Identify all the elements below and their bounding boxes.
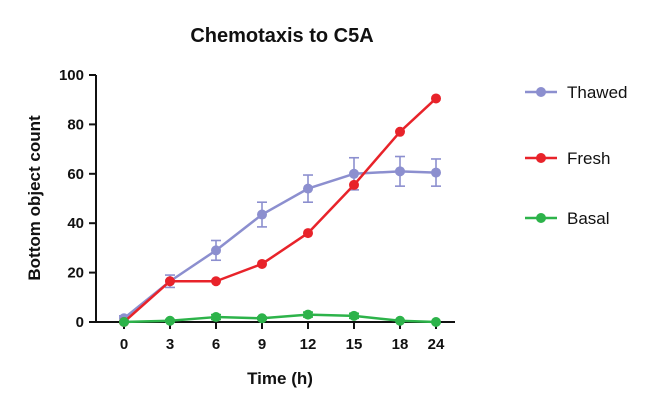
data-point xyxy=(303,228,313,239)
y-tick-label: 40 xyxy=(67,215,84,232)
y-tick-label: 20 xyxy=(67,265,84,282)
chart-title: Chemotaxis to C5A xyxy=(190,25,373,47)
data-point xyxy=(211,276,221,287)
x-tick-label: 9 xyxy=(258,336,266,353)
x-tick-label: 0 xyxy=(120,336,128,353)
data-point xyxy=(257,209,267,220)
y-ticks: 0 20 40 60 80 100 xyxy=(59,67,96,331)
data-point xyxy=(431,167,441,178)
data-point xyxy=(349,168,359,179)
data-point xyxy=(395,126,405,137)
axes xyxy=(95,75,455,323)
y-axis-label: Bottom object count xyxy=(25,115,44,281)
data-point xyxy=(165,276,175,287)
legend-label: Thawed xyxy=(567,83,627,102)
data-point xyxy=(165,315,175,326)
y-tick-label: 60 xyxy=(67,166,84,183)
x-tick-label: 6 xyxy=(212,336,220,353)
x-axis-label: Time (h) xyxy=(247,369,313,388)
data-point xyxy=(257,258,267,269)
x-ticks: 0 3 6 9 12 15 18 24 xyxy=(120,322,445,353)
legend-item-basal: Basal xyxy=(525,209,610,228)
data-point xyxy=(349,179,359,190)
legend-item-thawed: Thawed xyxy=(525,83,627,102)
legend-swatch-marker xyxy=(536,87,546,97)
data-point xyxy=(119,317,129,327)
data-point xyxy=(349,310,359,321)
legend-label: Basal xyxy=(567,209,610,228)
legend-label: Fresh xyxy=(567,149,610,168)
x-tick-label: 24 xyxy=(428,336,445,353)
data-point xyxy=(395,166,405,177)
x-tick-label: 3 xyxy=(166,336,174,353)
series-line xyxy=(123,97,437,323)
y-tick-label: 80 xyxy=(67,116,84,133)
legend: Thawed Fresh Basal xyxy=(525,83,627,228)
data-point xyxy=(211,245,221,256)
x-tick-label: 18 xyxy=(392,336,409,353)
data-point xyxy=(395,315,405,326)
x-tick-label: 15 xyxy=(346,336,363,353)
legend-swatch-marker xyxy=(536,153,546,163)
data-point xyxy=(303,183,313,194)
data-point xyxy=(257,313,267,324)
series-basal xyxy=(119,309,441,327)
series-line xyxy=(123,313,437,324)
series-fresh xyxy=(119,93,441,327)
data-point xyxy=(303,309,313,320)
y-tick-label: 100 xyxy=(59,67,84,84)
plot-area xyxy=(119,93,441,327)
data-point xyxy=(431,93,441,104)
y-tick-label: 0 xyxy=(76,314,84,331)
data-point xyxy=(211,312,221,323)
legend-item-fresh: Fresh xyxy=(525,149,610,168)
series-line xyxy=(123,170,437,320)
legend-swatch-marker xyxy=(536,213,546,223)
x-tick-label: 12 xyxy=(300,336,317,353)
data-point xyxy=(431,317,441,327)
series-thawed xyxy=(119,155,441,324)
